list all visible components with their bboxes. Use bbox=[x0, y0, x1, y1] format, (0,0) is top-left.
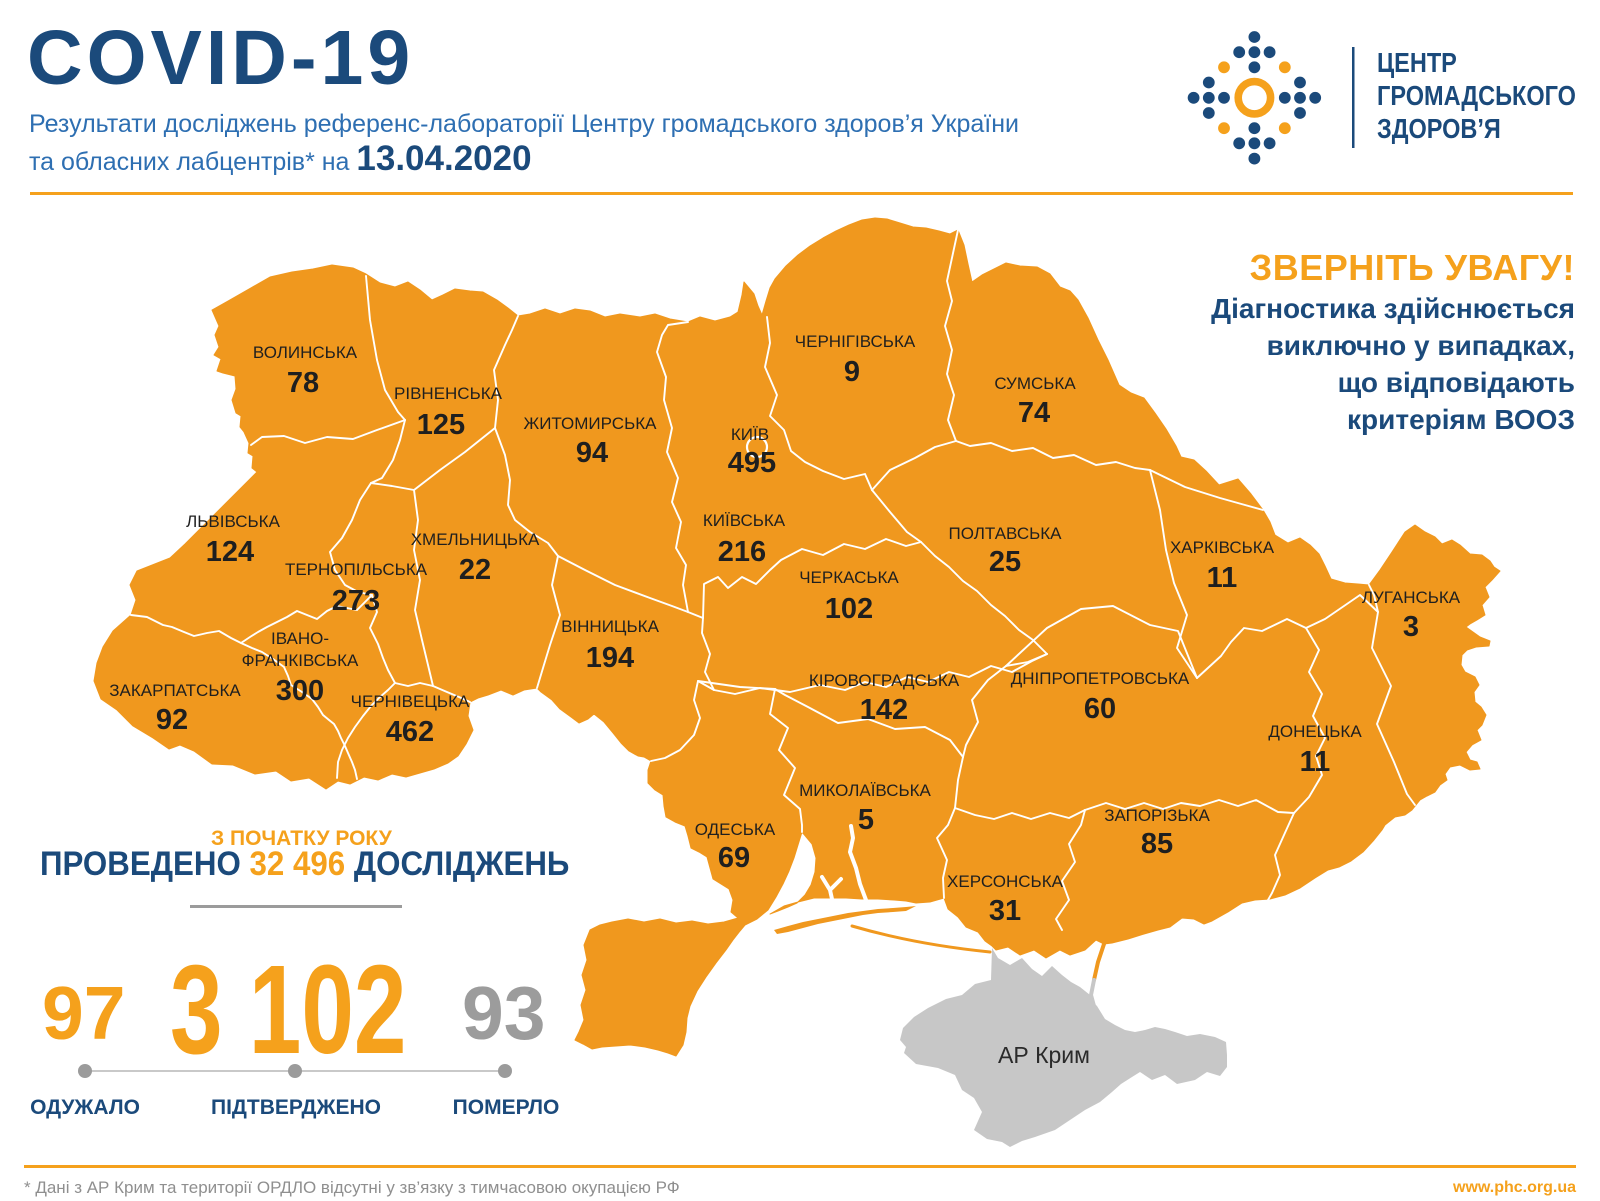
svg-text:142: 142 bbox=[860, 694, 908, 726]
svg-text:ЗДОРОВ’Я: ЗДОРОВ’Я bbox=[1377, 114, 1501, 144]
svg-text:ЗАКАРПАТСЬКА: ЗАКАРПАТСЬКА bbox=[109, 681, 241, 700]
svg-text:300: 300 bbox=[276, 675, 324, 707]
svg-text:ВІННИЦЬКА: ВІННИЦЬКА bbox=[561, 617, 659, 636]
svg-text:ВОЛИНСЬКА: ВОЛИНСЬКА bbox=[253, 343, 358, 362]
svg-text:495: 495 bbox=[728, 447, 776, 479]
svg-text:11: 11 bbox=[1300, 746, 1331, 778]
svg-text:ДНІПРОПЕТРОВСЬКА: ДНІПРОПЕТРОВСЬКА bbox=[1011, 669, 1190, 688]
svg-text:60: 60 bbox=[1084, 693, 1116, 725]
svg-text:ПОЛТАВСЬКА: ПОЛТАВСЬКА bbox=[948, 524, 1062, 543]
svg-text:125: 125 bbox=[417, 409, 465, 441]
svg-text:273: 273 bbox=[332, 585, 380, 617]
svg-text:КІРОВОГРАДСЬКА: КІРОВОГРАДСЬКА bbox=[809, 671, 960, 690]
svg-text:74: 74 bbox=[1018, 397, 1050, 429]
svg-text:МИКОЛАЇВСЬКА: МИКОЛАЇВСЬКА bbox=[799, 781, 931, 800]
svg-text:78: 78 bbox=[287, 367, 319, 399]
svg-text:СУМСЬКА: СУМСЬКА bbox=[994, 374, 1076, 393]
svg-text:ХЕРСОНСЬКА: ХЕРСОНСЬКА bbox=[947, 872, 1064, 891]
svg-text:3: 3 bbox=[1403, 611, 1419, 643]
svg-text:31: 31 bbox=[989, 895, 1021, 927]
svg-text:102: 102 bbox=[825, 593, 873, 625]
svg-text:ХАРКІВСЬКА: ХАРКІВСЬКА bbox=[1170, 538, 1275, 557]
svg-text:КИЇВСЬКА: КИЇВСЬКА bbox=[703, 511, 786, 530]
svg-text:ГРОМАДСЬКОГО: ГРОМАДСЬКОГО bbox=[1377, 81, 1576, 111]
svg-text:ЧЕРНІВЕЦЬКА: ЧЕРНІВЕЦЬКА bbox=[351, 692, 470, 711]
svg-text:ІВАНО-: ІВАНО- bbox=[271, 629, 329, 648]
svg-text:ОДЕСЬКА: ОДЕСЬКА bbox=[695, 820, 776, 839]
svg-text:22: 22 bbox=[459, 554, 491, 586]
svg-text:ЖИТОМИРСЬКА: ЖИТОМИРСЬКА bbox=[524, 414, 658, 433]
svg-text:194: 194 bbox=[586, 642, 634, 674]
svg-text:ХМЕЛЬНИЦЬКА: ХМЕЛЬНИЦЬКА bbox=[411, 530, 540, 549]
svg-text:92: 92 bbox=[156, 704, 188, 736]
svg-text:124: 124 bbox=[206, 536, 254, 568]
svg-text:69: 69 bbox=[718, 842, 750, 874]
svg-text:ЛЬВІВСЬКА: ЛЬВІВСЬКА bbox=[186, 512, 280, 531]
svg-text:ДОНЕЦЬКА: ДОНЕЦЬКА bbox=[1268, 722, 1362, 741]
svg-text:ЧЕРНІГІВСЬКА: ЧЕРНІГІВСЬКА bbox=[795, 332, 916, 351]
svg-text:ТЕРНОПІЛЬСЬКА: ТЕРНОПІЛЬСЬКА bbox=[285, 560, 428, 579]
svg-text:25: 25 bbox=[989, 546, 1021, 578]
svg-text:11: 11 bbox=[1207, 562, 1238, 594]
svg-text:5: 5 bbox=[858, 804, 874, 836]
svg-text:ЦЕНТР: ЦЕНТР bbox=[1377, 48, 1457, 78]
svg-text:АР Крим: АР Крим bbox=[998, 1042, 1090, 1068]
svg-text:85: 85 bbox=[1141, 828, 1173, 860]
svg-text:216: 216 bbox=[718, 536, 766, 568]
svg-text:462: 462 bbox=[386, 716, 434, 748]
svg-text:ЧЕРКАСЬКА: ЧЕРКАСЬКА bbox=[799, 568, 899, 587]
svg-text:ЗАПОРІЗЬКА: ЗАПОРІЗЬКА bbox=[1104, 806, 1210, 825]
svg-text:РІВНЕНСЬКА: РІВНЕНСЬКА bbox=[394, 384, 503, 403]
svg-text:94: 94 bbox=[576, 437, 608, 469]
svg-text:ФРАНКІВСЬКА: ФРАНКІВСЬКА bbox=[242, 651, 359, 670]
svg-text:ЛУГАНСЬКА: ЛУГАНСЬКА bbox=[1362, 588, 1461, 607]
svg-text:9: 9 bbox=[844, 356, 860, 388]
svg-text:КИЇВ: КИЇВ bbox=[731, 425, 769, 444]
